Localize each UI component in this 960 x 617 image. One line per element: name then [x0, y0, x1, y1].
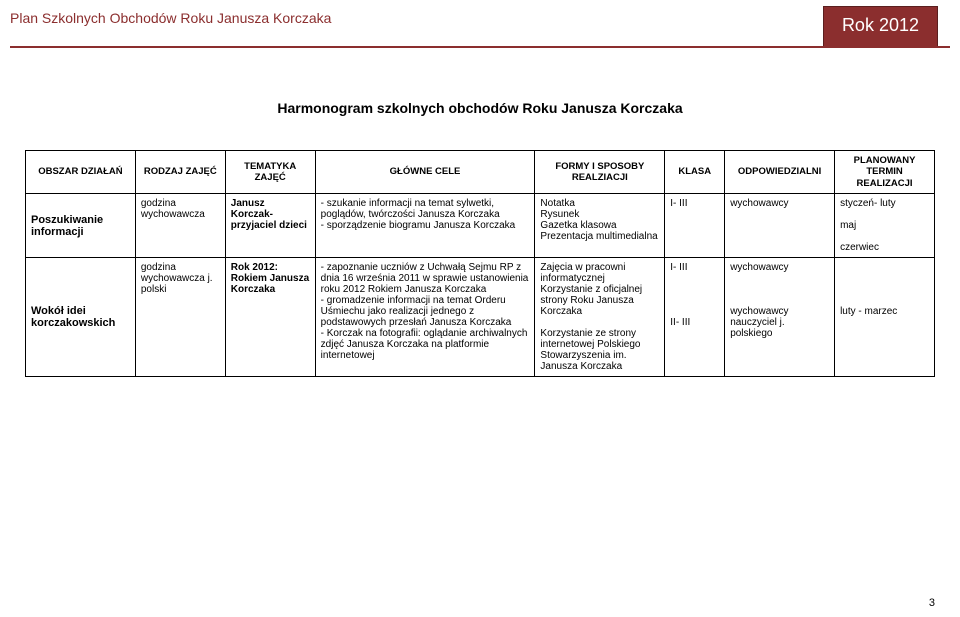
cell-formy: NotatkaRysunekGazetka klasowaPrezentacja… — [535, 194, 665, 258]
cell-obszar: Poszukiwanie informacji — [26, 194, 136, 258]
schedule-table-wrapper: OBSZAR DZIAŁAŃ RODZAJ ZAJĘĆ TEMATYKA ZAJ… — [25, 150, 935, 377]
page-title: Harmonogram szkolnych obchodów Roku Janu… — [0, 100, 960, 116]
table-row: Poszukiwanie informacji godzina wychowaw… — [26, 194, 935, 258]
page-number: 3 — [929, 597, 935, 609]
cell-odp: wychowawcywychowawcy nauczyciel j. polsk… — [725, 258, 835, 377]
header-title: Plan Szkolnych Obchodów Roku Janusza Kor… — [10, 8, 331, 26]
cell-cele: - zapoznanie uczniów z Uchwałą Sejmu RP … — [315, 258, 535, 377]
col-header-obszar: OBSZAR DZIAŁAŃ — [26, 151, 136, 194]
table-header-row: OBSZAR DZIAŁAŃ RODZAJ ZAJĘĆ TEMATYKA ZAJ… — [26, 151, 935, 194]
cell-termin: styczeń- lutymajczerwiec — [835, 194, 935, 258]
year-tab: Rok 2012 — [823, 6, 938, 46]
col-header-klasa: KLASA — [665, 151, 725, 194]
header-bar: Plan Szkolnych Obchodów Roku Janusza Kor… — [10, 8, 950, 48]
cell-cele: - szukanie informacji na temat sylwetki,… — [315, 194, 535, 258]
cell-klasa: I- IIIII- III — [665, 258, 725, 377]
cell-tematyka: Rok 2012: Rokiem Janusza Korczaka — [225, 258, 315, 377]
col-header-rodzaj: RODZAJ ZAJĘĆ — [135, 151, 225, 194]
col-header-cele: GŁÓWNE CELE — [315, 151, 535, 194]
cell-rodzaj: godzina wychowawcza — [135, 194, 225, 258]
cell-rodzaj: godzina wychowawcza j. polski — [135, 258, 225, 377]
schedule-table: OBSZAR DZIAŁAŃ RODZAJ ZAJĘĆ TEMATYKA ZAJ… — [25, 150, 935, 377]
cell-termin: luty - marzec — [835, 258, 935, 377]
col-header-formy: FORMY I SPOSOBY REALZIACJI — [535, 151, 665, 194]
table-row: Wokół idei korczakowskich godzina wychow… — [26, 258, 935, 377]
col-header-termin: PLANOWANY TERMIN REALIZACJI — [835, 151, 935, 194]
col-header-tematyka: TEMATYKA ZAJĘĆ — [225, 151, 315, 194]
col-header-odp: ODPOWIEDZIALNI — [725, 151, 835, 194]
cell-formy: Zajęcia w pracowni informatycznejKorzyst… — [535, 258, 665, 377]
cell-obszar: Wokół idei korczakowskich — [26, 258, 136, 377]
cell-klasa: I- III — [665, 194, 725, 258]
cell-odp: wychowawcy — [725, 194, 835, 258]
cell-tematyka: Janusz Korczak- przyjaciel dzieci — [225, 194, 315, 258]
